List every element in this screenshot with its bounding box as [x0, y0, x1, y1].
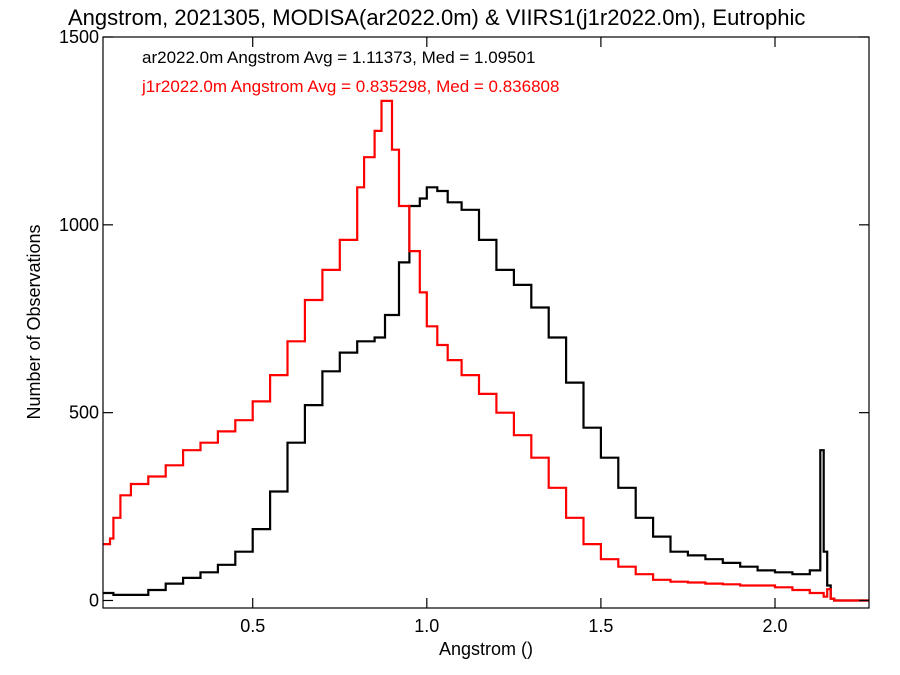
plot-frame: [102, 36, 870, 609]
y-tick-label: 0: [89, 590, 99, 610]
y-axis-title: Number of Observations: [24, 224, 44, 419]
y-axis-ticks: 0 500 1000 1500: [59, 27, 869, 610]
x-tick-label: 1.0: [414, 616, 439, 636]
x-tick-label: 2.0: [762, 616, 787, 636]
series-layer: [103, 99, 869, 602]
viirs-stats-annotation: j1r2022.0m Angstrom Avg = 0.835298, Med …: [141, 77, 559, 96]
x-tick-label: 0.5: [240, 616, 265, 636]
x-axis-title: Angstrom (): [439, 639, 533, 659]
y-tick-label: 500: [69, 403, 99, 423]
modis-stats-annotation: ar2022.0m Angstrom Avg = 1.11373, Med = …: [142, 48, 535, 67]
viirs-series-line: [103, 99, 869, 602]
x-tick-label: 1.5: [588, 616, 613, 636]
y-tick-label: 1000: [59, 215, 99, 235]
x-axis-ticks: 0.5 1.0 1.5 2.0: [240, 37, 788, 636]
y-tick-label: 1500: [59, 27, 99, 47]
chart-title: Angstrom, 2021305, MODISA(ar2022.0m) & V…: [68, 5, 805, 30]
modis-series-line: [103, 186, 869, 602]
